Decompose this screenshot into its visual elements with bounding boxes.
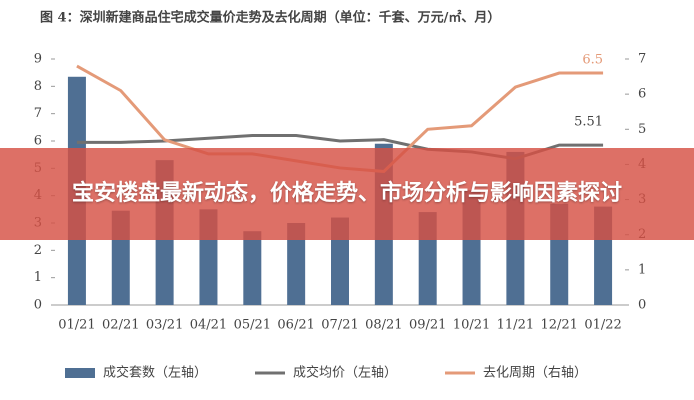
- y-tick-label: 1: [34, 270, 42, 285]
- x-tick-label: 11/21: [497, 318, 534, 333]
- x-tick-label: 10/21: [453, 318, 490, 333]
- y-tick-label: 6: [34, 134, 42, 149]
- banner: 宝安楼盘最新动态，价格走势、市场分析与影响因素探讨: [0, 148, 694, 240]
- legend-label: 成交套数（左轴）: [103, 365, 207, 381]
- annotation: 6.5: [582, 53, 603, 68]
- y2-tick-label: 7: [638, 52, 646, 67]
- y-tick-label: 8: [34, 79, 42, 94]
- x-tick-label: 07/21: [321, 318, 358, 333]
- x-tick-label: 05/21: [234, 318, 271, 333]
- y2-tick-label: 1: [638, 262, 646, 277]
- y-tick-label: 9: [34, 52, 42, 67]
- x-tick-label: 04/21: [190, 318, 227, 333]
- x-tick-label: 06/21: [277, 318, 314, 333]
- legend-label: 去化周期（右轴）: [483, 366, 587, 381]
- y-tick-label: 0: [34, 298, 42, 313]
- bar: [287, 223, 306, 305]
- x-tick-label: 12/21: [540, 318, 577, 333]
- legend-label: 成交均价（左轴）: [293, 365, 397, 381]
- y2-tick-label: 6: [638, 87, 646, 102]
- x-tick-label: 01/21: [58, 318, 95, 333]
- chart-title: 图 4：深圳新建商品住宅成交量价走势及去化周期（单位：千套、万元/㎡、月）: [40, 10, 500, 26]
- y2-tick-label: 0: [638, 298, 646, 313]
- y2-tick-label: 5: [638, 122, 646, 137]
- x-tick-label: 08/21: [365, 318, 402, 333]
- bar: [243, 231, 262, 305]
- x-tick-label: 01/22: [584, 318, 621, 333]
- y-tick-label: 7: [34, 106, 42, 121]
- legend-swatch: [65, 368, 95, 378]
- x-tick-label: 02/21: [102, 318, 139, 333]
- y-tick-label: 2: [34, 243, 42, 258]
- x-tick-label: 03/21: [146, 318, 183, 333]
- annotation: 5.51: [574, 115, 603, 130]
- banner-text: 宝安楼盘最新动态，价格走势、市场分析与影响因素探讨: [71, 181, 622, 206]
- x-tick-label: 09/21: [409, 318, 446, 333]
